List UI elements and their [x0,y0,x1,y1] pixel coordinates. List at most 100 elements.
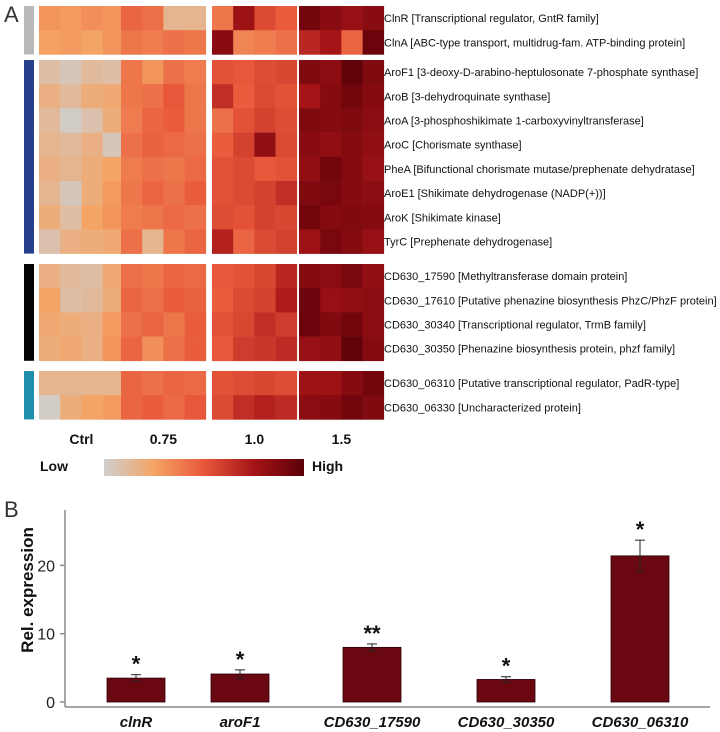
heat-cell [341,60,363,85]
heat-cell [163,288,185,313]
bar [610,555,670,703]
heat-cell [39,60,61,85]
group-strip [24,371,34,420]
heat-cell [233,371,255,396]
heat-cell [341,181,363,206]
heat-cell [60,84,82,109]
significance-label: * [236,647,245,672]
heat-cell [121,205,143,230]
heat-cell [275,395,298,420]
gene-label: CD630_30350 [Phenazine biosynthesis prot… [384,344,675,356]
heat-cell [142,181,164,206]
heat-cell [142,395,164,420]
heat-cell [341,264,363,289]
heat-cell [60,205,82,230]
gene-label: CD630_06310 [Putative transcriptional re… [384,378,679,390]
heat-cell [121,371,143,396]
heat-cell [362,60,385,85]
heat-cell [299,60,321,85]
heat-cell [362,205,385,230]
heat-cell [320,336,342,362]
heat-cell [254,264,276,289]
heat-cell [39,205,61,230]
heat-cell [254,181,276,206]
heat-cell [60,30,82,55]
heat-cell [184,205,207,230]
gene-label: AroK [Shikimate kinase] [384,212,501,224]
heat-cell [39,84,61,109]
heat-cell [102,371,125,396]
heat-cell [299,371,321,396]
heat-cell [341,30,363,55]
heat-cell [275,288,298,313]
heat-cell [184,371,207,396]
heat-cell [60,132,82,158]
heat-cell [320,181,342,206]
heat-cell [233,312,255,337]
heat-cell [60,288,82,313]
condition-label: 0.75 [150,431,177,447]
gene-label: AroB [3-dehydroquinate synthase] [384,91,550,103]
heat-cell [102,30,125,55]
heat-cell [163,156,185,182]
heat-cell [233,30,255,55]
heat-cell [60,312,82,337]
heat-cell [212,288,234,313]
heat-cell [163,312,185,337]
heat-cell [362,312,385,337]
heat-cell [39,288,61,313]
bar [342,646,402,703]
heat-cell [60,181,82,206]
y-tick-label: 20 [37,558,55,575]
y-tick-label: 10 [37,627,55,644]
heat-cell [81,336,103,362]
heat-cell [142,60,164,85]
heat-cell [341,336,363,362]
gene-label: CD630_06330 [Uncharacterized protein] [384,402,581,414]
y-axis-label: Rel. expression [18,527,37,653]
heat-cell [212,205,234,230]
heat-cell [320,156,342,182]
heat-cell [212,84,234,109]
heat-cell [142,205,164,230]
significance-label: * [636,517,645,542]
heat-cell [341,229,363,254]
heatmap-gene-labels: ClnR [Transcriptional regulator, GntR fa… [384,13,717,414]
heat-cell [121,156,143,182]
group-strip [24,6,34,55]
heat-cell [254,371,276,396]
heat-cell [142,336,164,362]
x-tick-label: clnR [120,714,153,731]
heat-cell [212,108,234,133]
heat-cell [39,229,61,254]
heat-cell [60,6,82,31]
heat-cell [184,312,207,337]
heat-cell [184,288,207,313]
gene-label: AroF1 [3-deoxy-D-arabino-heptulosonate 7… [384,67,698,79]
heat-cell [102,395,125,420]
heat-cell [102,60,125,85]
heat-cell [320,84,342,109]
heat-cell [39,312,61,337]
heat-cell [39,156,61,182]
heat-cell [184,132,207,158]
bars: * clnR * aroF1 ** CD630_17590 * CD630_30350 * CD6… [106,517,689,731]
heat-cell [121,336,143,362]
condition-label: Ctrl [69,431,93,447]
heat-cell [39,181,61,206]
heat-cell [142,84,164,109]
heat-cell [299,229,321,254]
heat-cell [320,229,342,254]
heat-cell [362,336,385,362]
significance-label: * [502,654,511,679]
gene-label: ClnR [Transcriptional regulator, GntR fa… [384,13,599,25]
heat-cell [102,205,125,230]
heat-cell [121,312,143,337]
color-scale: Low High [40,458,343,476]
heat-cell [163,229,185,254]
heat-cell [102,288,125,313]
heat-cell [184,6,207,31]
heat-cell [320,205,342,230]
heat-cell [233,181,255,206]
